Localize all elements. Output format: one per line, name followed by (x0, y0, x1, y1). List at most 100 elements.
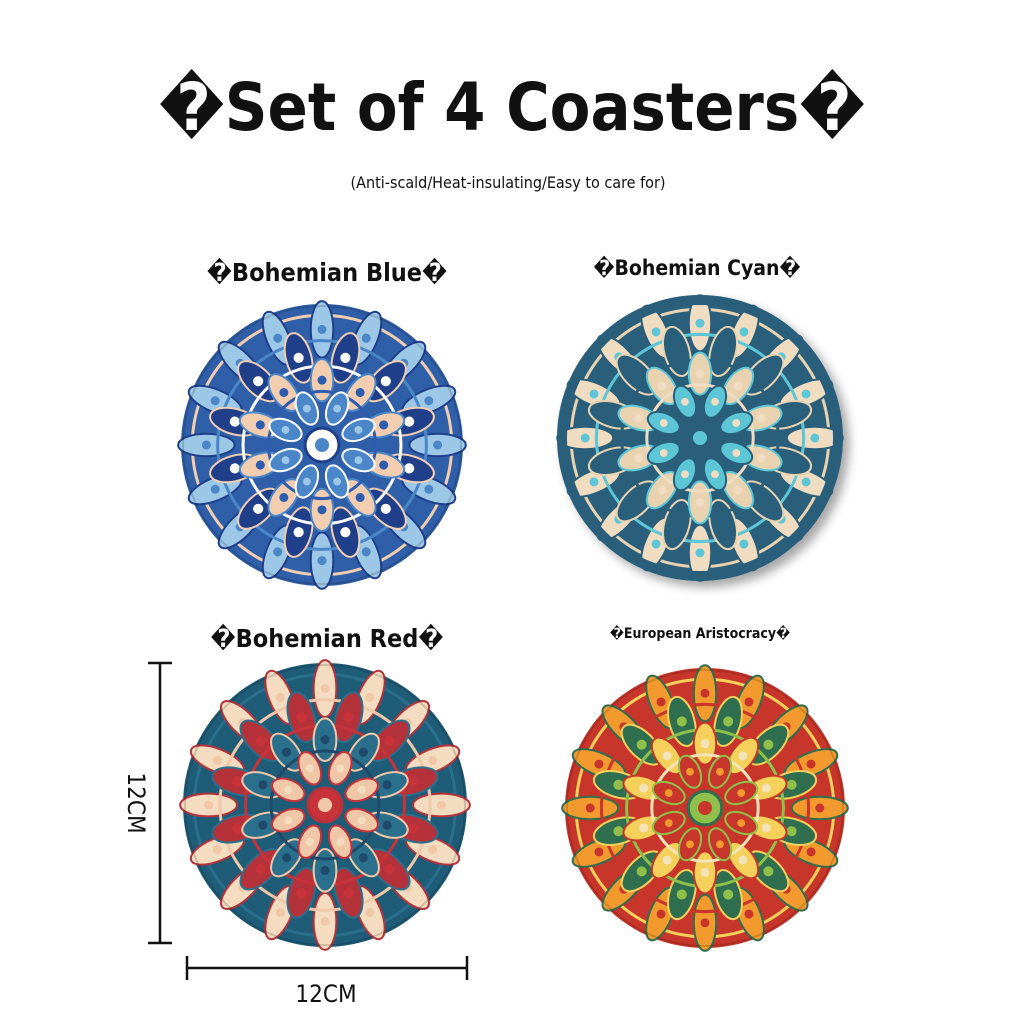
dot (232, 776, 243, 787)
dot (806, 847, 816, 857)
dot (700, 918, 710, 928)
dot (361, 333, 371, 343)
dot (284, 785, 293, 794)
dot (585, 803, 595, 813)
dot (634, 453, 644, 463)
dimension-lines (148, 661, 469, 980)
dot (608, 409, 619, 420)
dot (379, 420, 389, 430)
dot (608, 456, 619, 467)
dot (594, 847, 604, 857)
coaster-label: �Bohemian Red� (211, 623, 444, 653)
dot (711, 470, 719, 479)
dot (671, 346, 682, 357)
dot (333, 477, 342, 486)
dot (664, 789, 673, 797)
dot (636, 866, 647, 877)
dot (336, 764, 345, 773)
coaster (561, 664, 849, 952)
dot (723, 889, 734, 900)
dot (613, 779, 624, 790)
dot (662, 751, 672, 761)
dot (681, 397, 689, 406)
dot (255, 460, 265, 470)
dot (711, 397, 719, 406)
coaster (177, 300, 467, 590)
dot (662, 855, 672, 865)
rim (184, 664, 466, 946)
dot (695, 369, 705, 379)
ring (645, 383, 755, 493)
subtitle: (Anti-scald/Heat-insulating/Easy to care… (351, 173, 666, 192)
dot (358, 853, 368, 863)
dot (273, 333, 283, 343)
dot (639, 823, 649, 833)
dot (355, 388, 365, 398)
rim (566, 669, 844, 947)
ring (218, 698, 432, 912)
dot (733, 485, 743, 495)
dot (354, 456, 363, 465)
dot (681, 470, 689, 479)
dot (302, 404, 311, 413)
dot (671, 519, 682, 530)
dot (293, 352, 304, 363)
dot (739, 327, 749, 337)
dot (255, 420, 265, 430)
dot (282, 747, 292, 757)
dot (380, 376, 391, 387)
dot (382, 820, 392, 830)
rim (182, 305, 462, 585)
dot (695, 497, 705, 507)
dot (317, 505, 327, 515)
dot (273, 547, 283, 557)
dot (357, 816, 366, 825)
dot (639, 783, 649, 793)
dot (317, 556, 327, 566)
dot (810, 433, 820, 443)
ring (599, 702, 811, 914)
ring (594, 332, 806, 544)
dot (718, 346, 729, 357)
dot (631, 496, 642, 507)
dot (716, 840, 724, 849)
dot (384, 735, 395, 746)
dot (296, 712, 307, 723)
dot (761, 823, 771, 833)
dot (281, 425, 290, 434)
dot (229, 416, 240, 427)
dot (737, 819, 746, 827)
title: �Set of 4 Coasters� (159, 69, 866, 146)
dot (204, 800, 214, 810)
dot (428, 845, 438, 855)
dot (424, 396, 434, 406)
dot (284, 816, 293, 825)
dot (255, 735, 266, 746)
dot (733, 381, 743, 391)
dot (737, 789, 746, 797)
center-dot (317, 797, 333, 813)
dot (281, 456, 290, 465)
coaster (556, 294, 844, 582)
dot (657, 485, 667, 495)
coaster-label: �Bohemian Cyan� (593, 255, 800, 280)
dot (302, 477, 311, 486)
dot (656, 909, 666, 919)
dot (317, 324, 327, 334)
dot (801, 389, 811, 399)
dot (801, 477, 811, 487)
dot (279, 492, 289, 502)
dot (407, 776, 418, 787)
dot (686, 840, 694, 849)
dot (320, 735, 330, 745)
dot (357, 785, 366, 794)
dot (320, 916, 330, 926)
dot (657, 381, 667, 391)
dot (763, 739, 774, 750)
dot (305, 837, 314, 846)
coaster-label: �Bohemian Blue� (207, 257, 447, 287)
dot (664, 819, 673, 827)
dot (738, 751, 748, 761)
